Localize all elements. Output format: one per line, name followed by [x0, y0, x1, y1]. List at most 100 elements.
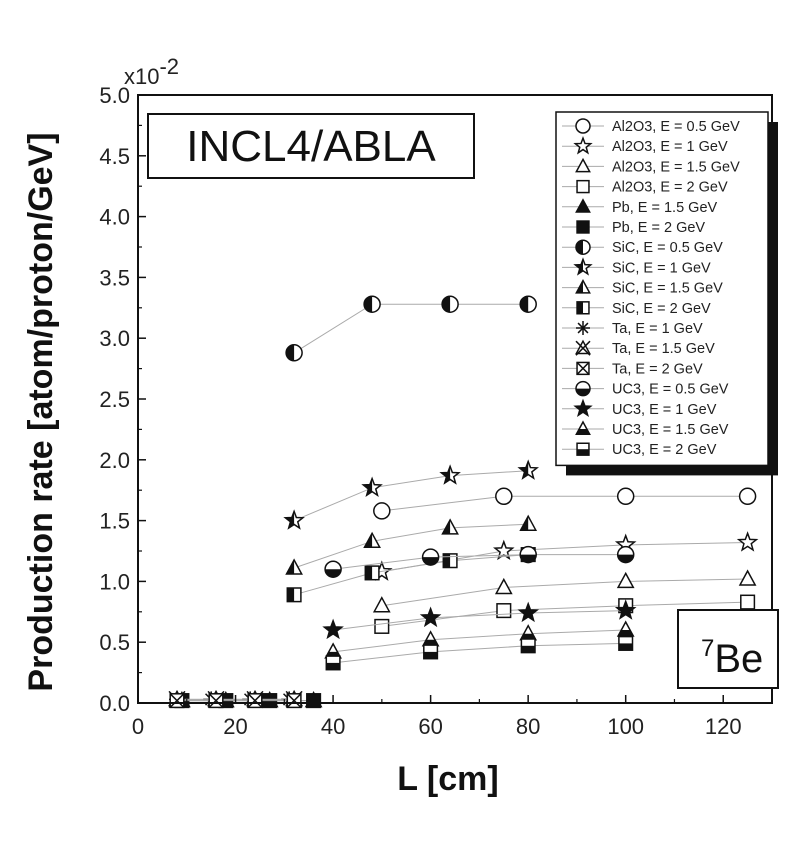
- data-point: [494, 577, 513, 595]
- data-point: [738, 569, 757, 586]
- y-axis-title: Production rate [atom/proton/GeV]: [22, 132, 60, 691]
- data-point: [421, 548, 440, 566]
- y-tick-label: 2.0: [99, 448, 130, 473]
- data-point: [286, 587, 302, 603]
- legend-label: UC3, E = 0.5 GeV: [612, 382, 729, 398]
- data-point: [363, 295, 381, 313]
- data-point: [208, 693, 224, 709]
- isotope-mass: 7: [701, 635, 714, 662]
- legend-marker: [576, 321, 590, 335]
- data-point: [441, 518, 459, 535]
- data-point: [285, 344, 303, 362]
- data-point: [324, 560, 342, 578]
- legend-marker: [573, 398, 593, 418]
- isotope-label-box: 7Be: [677, 609, 779, 689]
- legend-marker: [576, 179, 590, 194]
- data-point: [441, 295, 459, 313]
- legend-entry: SiC, E = 1.5 GeV: [562, 279, 723, 297]
- legend-entry: Pb, E = 1.5 GeV: [562, 198, 718, 216]
- series-line: [293, 523, 529, 569]
- x-tick-label: 100: [607, 714, 644, 739]
- data-point: [373, 502, 391, 520]
- legend-entry: UC3, E = 1 GeV: [562, 398, 717, 418]
- data-point: [363, 531, 381, 549]
- series-line: [333, 642, 626, 664]
- legend-marker: [575, 118, 591, 134]
- legend-marker: [573, 136, 593, 155]
- data-point: [495, 487, 513, 506]
- series-line: [293, 554, 529, 596]
- legend-label: SiC, E = 0.5 GeV: [612, 240, 723, 256]
- legend-label: Ta, E = 2 GeV: [612, 361, 703, 377]
- y-tick-label: 1.0: [99, 569, 130, 594]
- x-tick-label: 20: [223, 714, 247, 739]
- legend-label: Al2O3, E = 1 GeV: [612, 139, 728, 155]
- legend-label: UC3, E = 1 GeV: [612, 402, 717, 418]
- data-point: [738, 487, 757, 506]
- legend-entry: Al2O3, E = 2 GeV: [562, 180, 728, 196]
- legend-entry: SiC, E = 2 GeV: [562, 301, 711, 317]
- y-multiplier: x10-2: [124, 54, 179, 89]
- y-tick-label: 4.5: [99, 144, 130, 169]
- data-point: [442, 553, 458, 569]
- data-point: [283, 509, 305, 530]
- data-point: [285, 558, 303, 575]
- data-point: [616, 545, 635, 564]
- legend-marker: [576, 442, 590, 456]
- legend-label: Al2O3, E = 2 GeV: [612, 180, 728, 196]
- data-point: [372, 596, 391, 613]
- legend-entry: SiC, E = 1 GeV: [562, 257, 711, 276]
- x-tick-label: 80: [516, 714, 540, 739]
- y-multiplier-exp: -2: [159, 54, 179, 79]
- series-line: [333, 610, 626, 631]
- x-axis-title: L [cm]: [397, 760, 498, 798]
- series-line: [333, 554, 626, 570]
- data-point: [616, 620, 635, 637]
- data-point: [247, 693, 263, 709]
- legend-label: UC3, E = 1.5 GeV: [612, 422, 729, 438]
- data-point: [423, 644, 439, 660]
- data-point: [517, 601, 539, 623]
- legend-label: SiC, E = 1.5 GeV: [612, 281, 723, 297]
- data-point: [364, 565, 380, 581]
- legend-marker: [575, 239, 591, 255]
- x-tick-label: 120: [705, 714, 742, 739]
- legend-marker: [575, 198, 591, 213]
- data-point: [616, 487, 635, 506]
- y-tick-label: 3.0: [99, 326, 130, 351]
- legend-label: Al2O3, E = 0.5 GeV: [612, 119, 740, 135]
- legend-label: UC3, E = 2 GeV: [612, 442, 717, 458]
- legend-entry: Al2O3, E = 0.5 GeV: [562, 118, 740, 135]
- legend-entry: Pb, E = 2 GeV: [562, 220, 705, 236]
- legend-marker: [575, 279, 591, 294]
- series-al2o3-e-1-5-gev: [372, 569, 757, 613]
- model-label: INCL4/ABLA: [186, 122, 436, 171]
- data-point: [325, 655, 341, 671]
- y-tick-label: 1.5: [99, 509, 130, 534]
- legend-marker: [575, 339, 591, 356]
- legend-entry: Al2O3, E = 1 GeV: [562, 136, 728, 155]
- series-al2o3-e-0-5-gev: [373, 487, 757, 520]
- data-point: [519, 514, 538, 531]
- series-line: [381, 495, 748, 512]
- data-point: [517, 459, 539, 480]
- legend-entry: SiC, E = 0.5 GeV: [562, 239, 723, 256]
- legend-label: Al2O3, E = 1.5 GeV: [612, 159, 740, 175]
- data-point: [519, 295, 537, 313]
- y-multiplier-base: x10: [124, 64, 159, 89]
- legend-label: Ta, E = 1 GeV: [612, 321, 703, 337]
- series-uc3-e-1-5-gev: [324, 620, 635, 659]
- y-tick-label: 5.0: [99, 83, 130, 108]
- legend-marker: [576, 361, 590, 376]
- legend-marker: [573, 257, 593, 276]
- legend-entry: Ta, E = 2 GeV: [562, 361, 703, 377]
- legend-entry: Ta, E = 1.5 GeV: [562, 339, 715, 357]
- legend-marker: [576, 220, 590, 234]
- series-uc3-e-2-gev: [325, 635, 634, 671]
- y-tick-label: 2.5: [99, 387, 130, 412]
- legend-label: Pb, E = 2 GeV: [612, 220, 705, 236]
- axes: 0 20 40 60 80 100 120 0.0 0.5 1.0 1.5 2.0 2.5 3.0 3.5 4…: [99, 83, 773, 739]
- data-point: [740, 594, 756, 610]
- x-tick-label: 60: [418, 714, 442, 739]
- series-line: [381, 601, 748, 627]
